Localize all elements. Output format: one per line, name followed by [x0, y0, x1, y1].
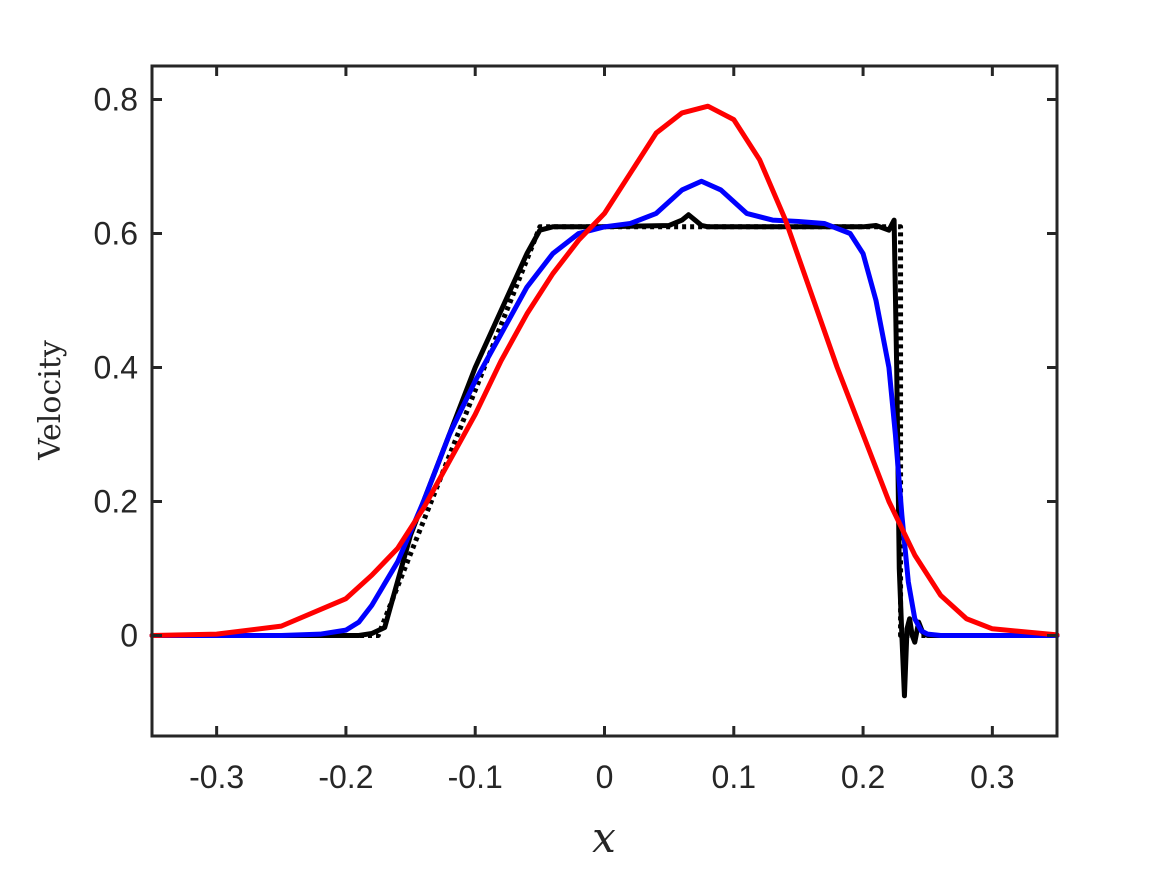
- x-tick-label: -0.2: [318, 759, 373, 795]
- tick-layer: -0.3 -0.2 -0.1 0 0.1 0.2 0.3 0 0.2 0.4 0.6 0.8: [94, 66, 1057, 795]
- x-tick-label: -0.3: [189, 759, 244, 795]
- x-tick-label: 0.3: [970, 759, 1014, 795]
- x-axis-label: x: [592, 813, 616, 862]
- y-tick-label: 0.4: [94, 350, 138, 386]
- series-line-2: [149, 212, 1060, 699]
- y-axis-label: Velocity: [33, 340, 68, 461]
- y-tick-label: 0.6: [94, 216, 138, 252]
- x-tick-label: -0.1: [448, 759, 503, 795]
- y-tick-label: 0.8: [94, 82, 138, 118]
- series-layer: [149, 103, 1060, 699]
- x-tick-label: 0: [596, 759, 614, 795]
- x-tick-label: 0.2: [841, 759, 885, 795]
- y-tick-label: 0.2: [94, 484, 138, 520]
- series-line-4: [149, 103, 1060, 638]
- x-tick-label: 0.1: [712, 759, 756, 795]
- y-tick-label: 0: [120, 618, 138, 654]
